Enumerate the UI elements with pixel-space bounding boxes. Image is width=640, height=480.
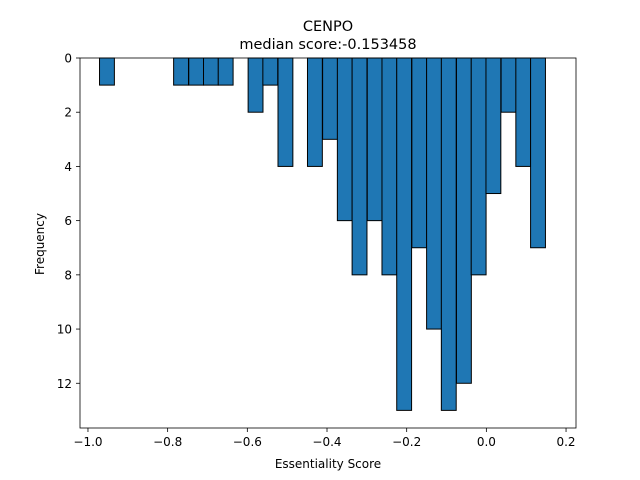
- histogram-bar: [203, 57, 219, 86]
- histogram-bar: [515, 57, 532, 167]
- histogram-bar: [99, 57, 115, 86]
- histogram-bar: [262, 57, 279, 86]
- histogram-bar: [247, 57, 264, 113]
- histogram-bar: [217, 57, 234, 86]
- y-axis-ticks: 0 2 4 6 8 10 12: [57, 52, 80, 391]
- histogram-bar: [530, 57, 546, 249]
- x-tick-label: −0.8: [153, 435, 182, 449]
- x-axis-ticks: −1.0 −0.8 −0.6 −0.4 −0.2 0.0 0.2: [73, 428, 576, 449]
- histogram-bar: [322, 57, 338, 140]
- y-tick-label: 8: [64, 268, 72, 282]
- histogram-bar: [455, 57, 472, 384]
- histogram-bar: [173, 57, 189, 86]
- x-tick-label: 0.2: [556, 435, 575, 449]
- y-tick-label: 2: [64, 106, 72, 120]
- histogram-bar: [396, 57, 413, 411]
- histogram-bar: [485, 57, 502, 195]
- x-tick-label: −0.2: [392, 435, 421, 449]
- histogram-bar: [500, 57, 517, 113]
- y-tick-label: 6: [64, 214, 72, 228]
- histogram-bar: [381, 57, 398, 276]
- x-tick-label: −0.6: [233, 435, 262, 449]
- x-axis-label: Essentiality Score: [275, 457, 381, 471]
- histogram-bar: [426, 57, 442, 330]
- histogram-bar: [277, 57, 294, 167]
- histogram-bar: [336, 57, 353, 222]
- bars-group: [99, 57, 546, 411]
- histogram-bar: [306, 57, 323, 167]
- histogram-bar: [411, 57, 428, 249]
- x-tick-label: 0.0: [477, 435, 496, 449]
- histogram-bar: [366, 57, 383, 222]
- x-tick-label: −0.4: [312, 435, 341, 449]
- y-tick-label: 10: [57, 323, 72, 337]
- x-tick-label: −1.0: [73, 435, 102, 449]
- chart-title: CENPO: [303, 19, 353, 35]
- plot-frame: [79, 57, 577, 429]
- y-axis-label: Frequency: [33, 213, 47, 275]
- histogram-bar: [188, 57, 205, 86]
- histogram-bar: [470, 57, 487, 276]
- chart-subtitle: median score:-0.153458: [239, 37, 416, 53]
- y-tick-label: 4: [64, 160, 72, 174]
- histogram-bar: [351, 57, 368, 276]
- y-tick-label: 12: [57, 377, 72, 391]
- y-tick-label: 0: [64, 52, 72, 66]
- histogram-bar: [440, 57, 457, 411]
